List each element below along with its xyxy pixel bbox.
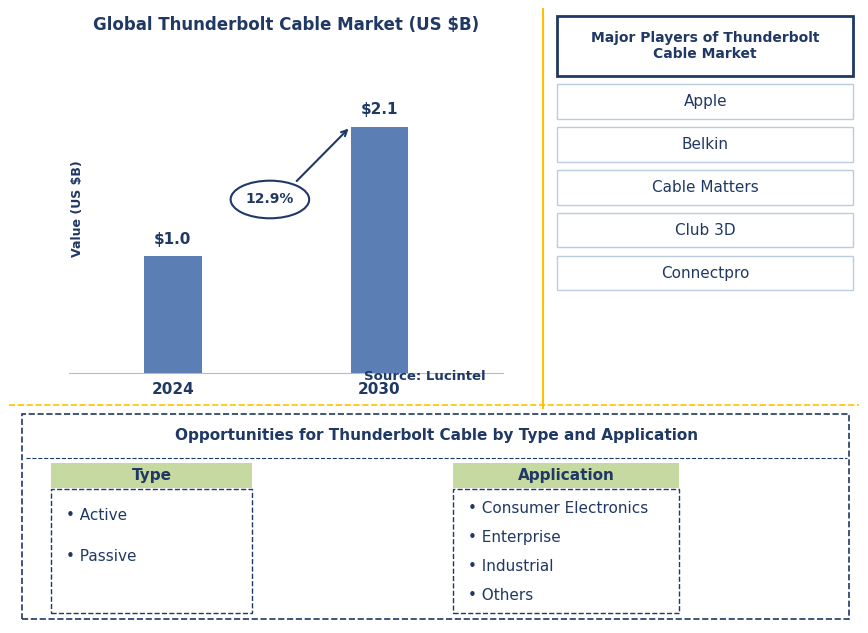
FancyBboxPatch shape: [51, 463, 252, 488]
Text: • Consumer Electronics: • Consumer Electronics: [468, 501, 648, 516]
Text: Type: Type: [131, 468, 171, 483]
Bar: [144, 256, 201, 373]
Text: 12.9%: 12.9%: [246, 192, 294, 206]
Text: • Passive: • Passive: [66, 549, 136, 564]
FancyBboxPatch shape: [453, 489, 679, 613]
FancyBboxPatch shape: [51, 489, 252, 613]
FancyBboxPatch shape: [557, 84, 853, 119]
FancyBboxPatch shape: [557, 16, 853, 76]
Text: $2.1: $2.1: [361, 102, 398, 117]
Text: Cable Matters: Cable Matters: [652, 180, 759, 195]
FancyBboxPatch shape: [557, 213, 853, 248]
Title: Global Thunderbolt Cable Market (US $B): Global Thunderbolt Cable Market (US $B): [94, 16, 479, 34]
Text: • Enterprise: • Enterprise: [468, 530, 561, 545]
Text: $1.0: $1.0: [155, 232, 192, 246]
FancyBboxPatch shape: [453, 463, 679, 488]
Text: Apple: Apple: [683, 94, 727, 109]
Text: Club 3D: Club 3D: [675, 223, 735, 237]
Text: Connectpro: Connectpro: [661, 266, 749, 280]
FancyBboxPatch shape: [557, 127, 853, 161]
Text: Value (US $B): Value (US $B): [71, 161, 84, 257]
Text: Source: Lucintel: Source: Lucintel: [365, 370, 486, 383]
Text: • Industrial: • Industrial: [468, 559, 554, 574]
Text: • Others: • Others: [468, 588, 533, 603]
FancyBboxPatch shape: [557, 256, 853, 291]
Bar: [351, 127, 408, 373]
FancyBboxPatch shape: [557, 170, 853, 204]
FancyBboxPatch shape: [22, 414, 849, 619]
Text: Belkin: Belkin: [681, 137, 729, 152]
Text: • Active: • Active: [66, 508, 127, 523]
Text: Application: Application: [517, 468, 615, 483]
Text: Major Players of Thunderbolt
Cable Market: Major Players of Thunderbolt Cable Marke…: [591, 31, 819, 61]
Text: Opportunities for Thunderbolt Cable by Type and Application: Opportunities for Thunderbolt Cable by T…: [174, 428, 698, 442]
